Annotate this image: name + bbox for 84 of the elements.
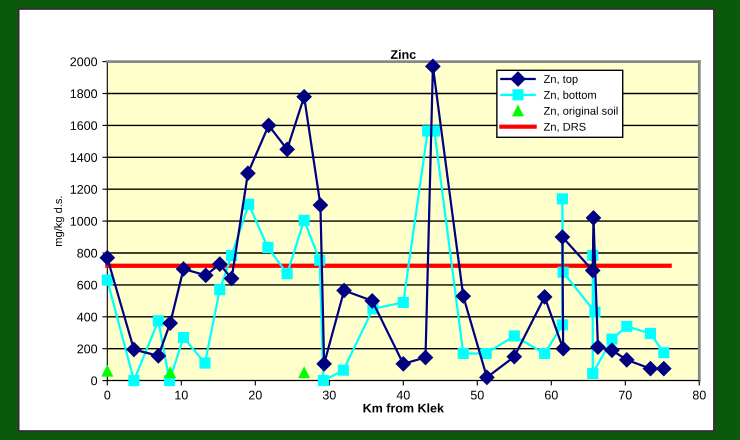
point: [224, 270, 240, 286]
point: [261, 118, 276, 133]
point: [556, 193, 568, 204]
point: [318, 375, 329, 386]
x-tick-label: 40: [396, 390, 410, 400]
point: [554, 229, 570, 245]
point: [537, 289, 552, 304]
point: [621, 320, 632, 332]
x-tick-label: 60: [544, 390, 558, 400]
point: [212, 256, 228, 272]
point: [178, 332, 190, 344]
point: [479, 370, 494, 385]
point: [458, 348, 469, 360]
point: [539, 348, 550, 360]
y-tick-label: 1200: [70, 185, 98, 194]
point: [336, 282, 352, 298]
y-tick-label: 600: [77, 280, 98, 290]
x-axis-title: Km from Klek: [364, 403, 444, 413]
x-tick-label: 30: [322, 390, 336, 400]
point: [480, 348, 492, 360]
legend-label: Zn, top: [544, 75, 578, 86]
x-tick-label: 10: [175, 390, 188, 400]
point: [312, 198, 328, 213]
point: [585, 262, 600, 278]
point: [590, 340, 606, 355]
point: [150, 348, 166, 364]
point: [316, 356, 332, 372]
legend-label: Zn, bottom: [544, 90, 596, 100]
point: [214, 284, 226, 296]
point: [126, 342, 142, 358]
point: [102, 274, 113, 286]
point: [100, 250, 115, 266]
point: [338, 364, 349, 376]
point: [656, 361, 672, 376]
point: [199, 358, 211, 369]
point: [658, 347, 670, 358]
point: [506, 349, 522, 364]
point: [198, 268, 214, 283]
point: [398, 296, 409, 308]
point: [642, 361, 658, 376]
legend-label: Zn, original soil: [544, 106, 618, 117]
point: [456, 288, 471, 304]
y-tick-label: 1600: [70, 121, 98, 130]
legend-label: Zn, DRS: [544, 122, 586, 132]
point: [619, 352, 634, 368]
point: [176, 261, 192, 277]
point: [282, 268, 293, 280]
y-axis-title: mg/kg d.s.: [54, 196, 64, 246]
chart-title: Zinc: [390, 50, 416, 59]
point: [298, 214, 310, 226]
y-tick-label: 1400: [70, 153, 98, 162]
point: [644, 328, 656, 340]
point: [162, 316, 178, 331]
x-tick-label: 20: [248, 390, 262, 400]
point: [102, 365, 113, 377]
x-tick-label: 0: [104, 390, 110, 400]
point: [152, 315, 164, 326]
point: [240, 166, 256, 181]
point: [364, 293, 380, 308]
x-tick-label: 50: [470, 390, 484, 400]
point: [296, 89, 312, 104]
point: [587, 368, 598, 379]
point: [418, 350, 434, 366]
point: [262, 242, 274, 253]
point: [586, 210, 602, 226]
y-tick-label: 1800: [70, 89, 98, 98]
point: [508, 330, 520, 342]
point: [606, 334, 618, 345]
point: [164, 367, 176, 378]
point: [280, 142, 295, 157]
y-tick-label: 400: [77, 312, 98, 322]
point: [396, 356, 411, 372]
point: [604, 342, 620, 358]
y-tick-label: 800: [77, 248, 98, 258]
y-tick-label: 0: [91, 376, 98, 386]
y-tick-label: 200: [77, 344, 98, 354]
point: [298, 367, 310, 378]
y-tick-label: 1000: [70, 216, 98, 226]
x-tick-label: 80: [692, 390, 706, 400]
point: [556, 341, 571, 356]
point: [425, 58, 440, 74]
point: [128, 375, 140, 386]
x-tick-label: 70: [618, 390, 632, 400]
y-tick-label: 2000: [70, 57, 98, 66]
